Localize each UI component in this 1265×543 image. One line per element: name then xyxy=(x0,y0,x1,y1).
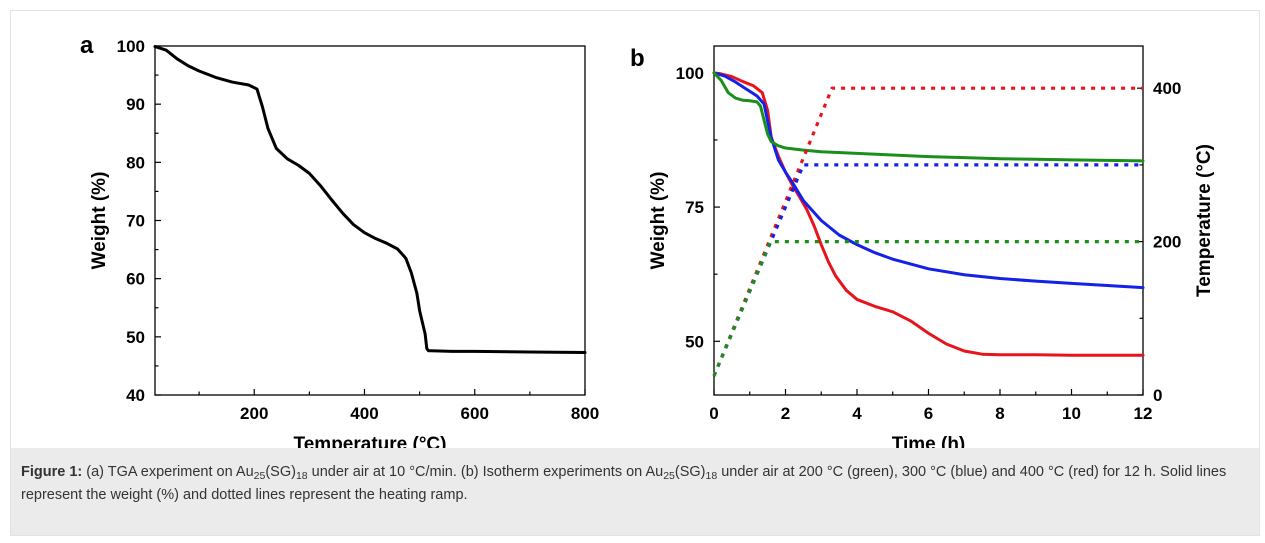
panel-a-y-axis-title: Weight (%) xyxy=(89,172,110,270)
panel-b-label: b xyxy=(630,45,645,72)
panel-b-x-tick-label: 6 xyxy=(924,404,933,423)
panel-b-y-tick-label: 100 xyxy=(676,64,704,83)
caption-lead: Figure 1: xyxy=(21,464,83,480)
caption-text-5: under air at 10 °C/min. (b) Isotherm exp… xyxy=(307,464,664,480)
panel-b-series-ramp-4 xyxy=(712,163,1143,377)
panel-a-x-tick-label: 600 xyxy=(461,404,489,423)
panel-a-x-axis-title: Temperature (°C) xyxy=(294,434,447,448)
panel-b-x-tick-label: 4 xyxy=(852,404,862,423)
panel-b-y-tick-label: 75 xyxy=(685,198,704,217)
panel-b-x-tick-label: 2 xyxy=(781,404,790,423)
panel-a-label: a xyxy=(80,32,94,59)
panel-a-x-tick-label: 400 xyxy=(350,404,378,423)
panel-b-y2-tick-label: 200 xyxy=(1153,233,1181,252)
panel-b-y2-tick-label: 400 xyxy=(1153,79,1181,98)
panel-a-y-tick-label: 80 xyxy=(126,153,145,172)
panel-b-x-tick-label: 12 xyxy=(1134,404,1153,423)
panel-b-y2-tick-label: 0 xyxy=(1153,386,1162,405)
caption-text-8: 18 xyxy=(705,470,718,482)
panel-b-x-tick-label: 0 xyxy=(709,404,718,423)
panel-a-y-tick-label: 40 xyxy=(126,386,145,405)
panel-a-y-tick-label: 60 xyxy=(126,270,145,289)
caption-text-6: 25 xyxy=(663,470,675,482)
panel-b-series-ramp-5 xyxy=(712,239,1143,377)
caption-text-4: 18 xyxy=(295,470,308,482)
panel-a-y-tick-label: 70 xyxy=(126,212,145,231)
caption-text-7: (SG) xyxy=(674,464,706,480)
caption-text-1: (a) TGA experiment on Au xyxy=(82,464,254,480)
figure-caption: Figure 1: (a) TGA experiment on Au25(SG)… xyxy=(21,463,1249,505)
caption-box: Figure 1: (a) TGA experiment on Au25(SG)… xyxy=(10,448,1260,536)
panel-a-series-weight-0 xyxy=(153,45,587,355)
panel-a-axes-frame xyxy=(154,45,586,396)
caption-text-3: (SG) xyxy=(265,464,296,480)
panel-b-series-weight-2 xyxy=(712,71,1145,163)
panel-b-x-tick-label: 8 xyxy=(995,404,1004,423)
panel-b-series-weight-1 xyxy=(712,71,1145,290)
panel-b-y-tick-label: 50 xyxy=(685,332,704,351)
panel-b-x-axis-title: Time (h) xyxy=(892,434,966,448)
panel-b-series-weight-0 xyxy=(712,71,1145,357)
caption-text-2: 25 xyxy=(253,470,266,482)
panel-a-x-tick-label: 200 xyxy=(240,404,268,423)
panel-a-x-tick-label: 800 xyxy=(571,404,599,423)
panel-a-y-tick-label: 90 xyxy=(126,95,145,114)
panel-b-axes-frame xyxy=(713,45,1144,396)
caption-text-9: under air at 200 °C (green), 300 °C (blu… xyxy=(21,464,1227,503)
panel-b-y-axis-title: Weight (%) xyxy=(648,172,669,270)
panel-a-y-tick-label: 100 xyxy=(117,37,145,56)
panel-b-x-tick-label: 10 xyxy=(1062,404,1081,423)
panel-a-y-tick-label: 50 xyxy=(126,328,145,347)
panel-b-y2-axis-title: Temperature (°C) xyxy=(1194,144,1215,297)
